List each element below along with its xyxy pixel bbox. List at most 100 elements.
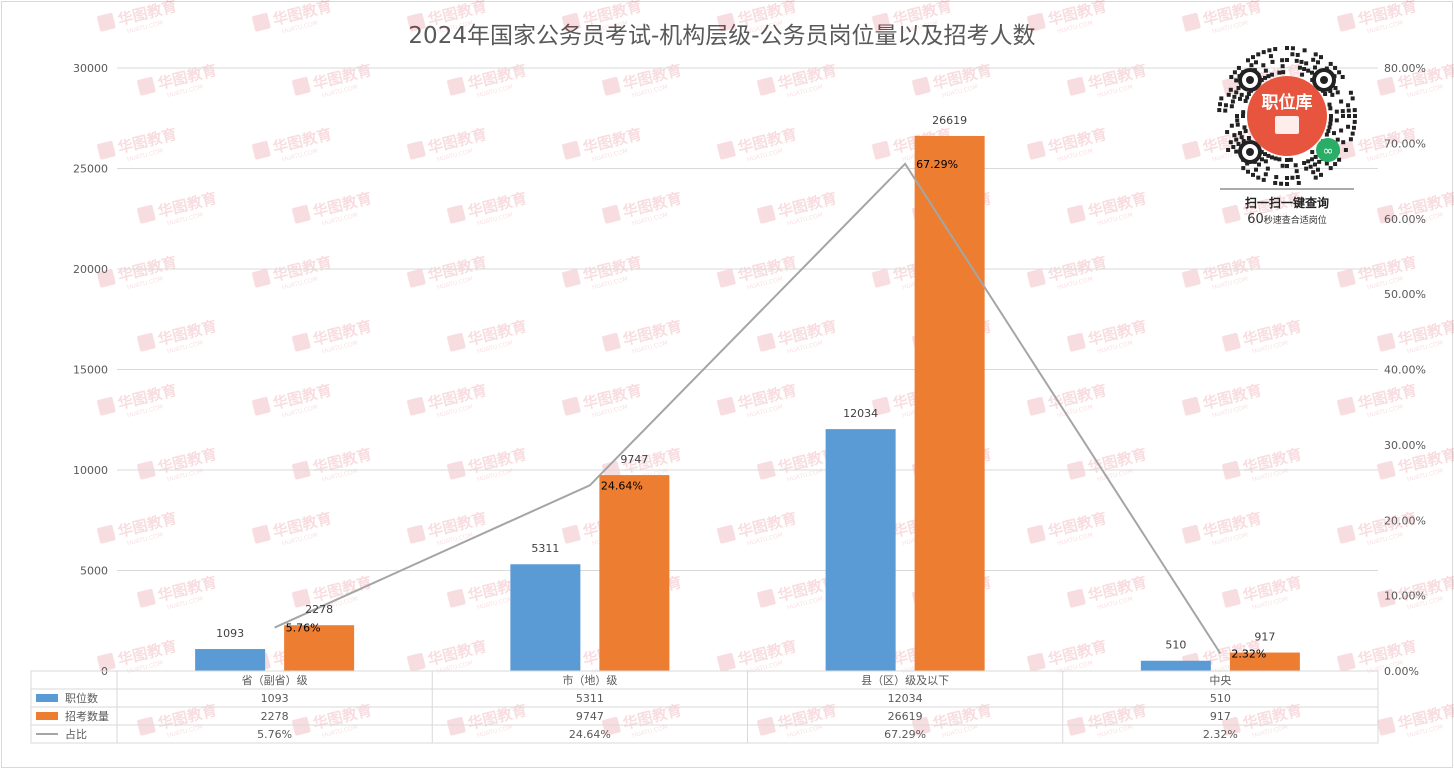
qr-dot [1219, 96, 1224, 101]
watermark-logo-icon [407, 12, 426, 32]
table-cell-value: 12034 [888, 692, 923, 705]
qr-dot [1269, 155, 1274, 160]
watermark-logo-icon [137, 588, 156, 608]
watermark-logo-icon [1337, 12, 1356, 32]
watermark-logo-icon [872, 268, 891, 288]
qr-dot [1302, 160, 1307, 165]
watermark-logo-icon [447, 204, 466, 224]
watermark-logo-icon [872, 396, 891, 416]
qr-dot [1326, 129, 1331, 134]
bar [825, 429, 896, 671]
qr-dot [1352, 108, 1357, 113]
watermark-logo-icon [1182, 396, 1201, 416]
y-right-tick-label: 80.00% [1384, 62, 1426, 75]
y-right-tick-label: 30.00% [1384, 439, 1426, 452]
qr-dot [1350, 131, 1355, 136]
legend-swatch [36, 694, 58, 702]
qr-dot [1242, 125, 1247, 130]
table-cell-value: 24.64% [569, 728, 611, 741]
watermark-logo-icon [1027, 140, 1046, 160]
watermark-logo-icon [137, 76, 156, 96]
qr-dot [1297, 65, 1302, 70]
watermark-logo-icon [562, 12, 581, 32]
watermark-logo-icon [1027, 268, 1046, 288]
qr-dot [1235, 122, 1240, 127]
watermark-logo-icon [717, 140, 736, 160]
qr-dot [1256, 175, 1261, 180]
watermark-logo-icon [562, 140, 581, 160]
qr-dot [1290, 175, 1295, 180]
qr-dot [1335, 90, 1340, 95]
table-cell-value: 9747 [576, 710, 604, 723]
watermark-logo-icon [1027, 396, 1046, 416]
watermark-logo-icon [1182, 524, 1201, 544]
qr-dot [1311, 170, 1316, 175]
qr-dot [1285, 176, 1289, 180]
y-left-tick-label: 5000 [80, 565, 108, 578]
watermark-logo-icon [1377, 332, 1396, 352]
watermark-logo-icon [717, 524, 736, 544]
watermark-logo-icon [1067, 204, 1086, 224]
qr-dot [1285, 58, 1289, 62]
qr-dot [1269, 72, 1274, 77]
watermark-logo-icon [757, 716, 776, 736]
bar [1140, 660, 1211, 671]
qr-dot [1330, 92, 1335, 97]
table-cell-value: 1093 [261, 692, 289, 705]
qr-dot [1263, 68, 1268, 73]
qr-dot [1348, 137, 1353, 142]
watermark-logo-icon [717, 652, 736, 672]
qr-dot [1316, 60, 1320, 65]
watermark-logo-icon [1377, 204, 1396, 224]
qr-dot [1235, 118, 1240, 123]
qr-dot [1234, 137, 1239, 142]
watermark-logo-icon [252, 268, 271, 288]
qr-dot [1350, 96, 1355, 101]
qr-dot [1295, 52, 1300, 57]
y-right-tick-label: 0.00% [1384, 665, 1419, 678]
legend-swatch [36, 712, 58, 720]
bar-value-label: 2278 [305, 603, 333, 616]
qr-dot [1319, 55, 1323, 60]
qr-dot [1236, 65, 1241, 70]
qr-finder-dot [1246, 148, 1254, 156]
qr-dot [1311, 57, 1316, 62]
qr-dot [1261, 63, 1266, 68]
qr-dot [1226, 92, 1231, 97]
qr-code[interactable]: 职位库 ∞ [1212, 36, 1362, 236]
data-labels: 1093 5311 12034 510 2278 9747 26619 917 5.76% 24.… [216, 114, 1275, 661]
qr-dot [1236, 86, 1241, 90]
qr-dot [1333, 162, 1338, 167]
qr-dot [1310, 150, 1315, 155]
qr-dot [1228, 87, 1233, 92]
line-value-label: 5.76% [286, 622, 321, 635]
watermark-logo-icon [1027, 652, 1046, 672]
